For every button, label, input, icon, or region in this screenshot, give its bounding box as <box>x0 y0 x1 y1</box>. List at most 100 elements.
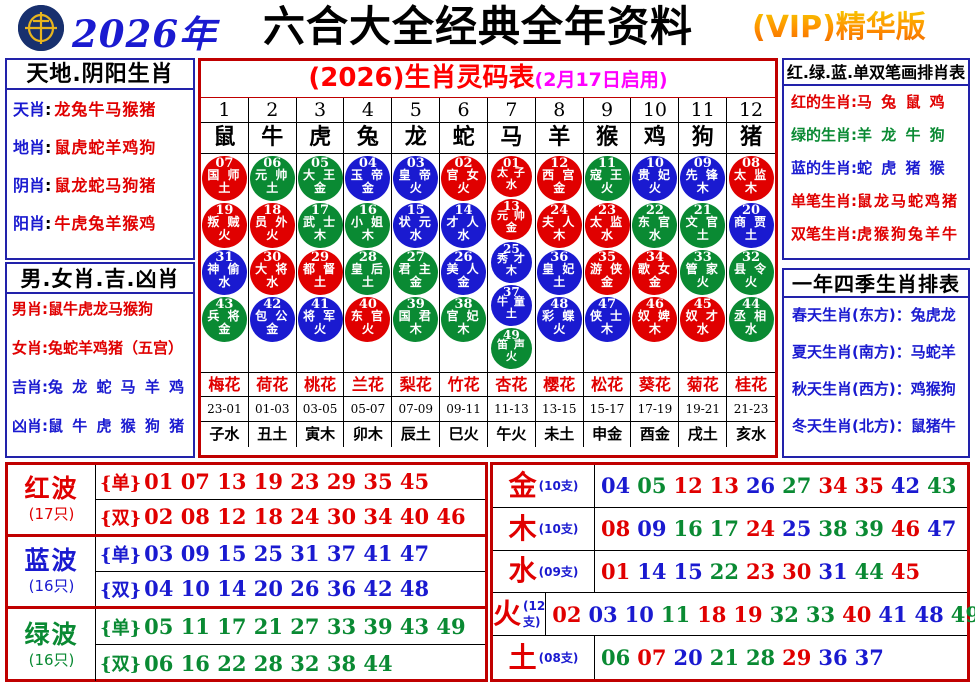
code-ball[interactable]: 09 先 锋木 <box>680 156 726 201</box>
ball-title: 牛 童 <box>496 295 526 308</box>
column-number-cell: 11 <box>679 98 728 123</box>
code-ball[interactable]: 21 文 官土 <box>680 203 726 248</box>
flower-cell: 松花 <box>583 373 632 397</box>
flower-cell: 竹花 <box>440 373 488 397</box>
code-ball[interactable]: 30 大 将水 <box>249 250 295 295</box>
element-number: 02 <box>552 601 582 627</box>
element-number: 28 <box>745 645 776 671</box>
wave-label: 蓝波 (16只) <box>8 537 96 606</box>
wave-row: {单} 01 07 13 19 23 29 35 45 <box>96 465 485 500</box>
code-ball[interactable]: 38 官 妃木 <box>441 297 487 342</box>
ball-title: 都 督 <box>302 262 338 276</box>
ball-column: 02 官 女火 14 才 人水 26 美 人金 38 官 妃木 <box>440 154 488 373</box>
code-ball[interactable]: 49 笛 声火 <box>490 328 532 369</box>
ball-element: 木 <box>648 322 661 336</box>
ball-title: 先 锋 <box>685 168 720 182</box>
list-item: 凶肖: 鼠 牛 虎 猴 狗 猪 <box>12 415 193 454</box>
flower-cell: 桂花 <box>727 373 775 397</box>
code-ball[interactable]: 08 太 监木 <box>728 156 774 201</box>
code-ball[interactable]: 01 太 子水 <box>490 156 532 197</box>
code-ball[interactable]: 12 西 宫金 <box>536 156 582 201</box>
code-ball[interactable]: 41 将 军火 <box>297 297 343 342</box>
ball-element: 金 <box>648 275 661 289</box>
code-ball[interactable]: 16 小 姐木 <box>345 203 391 248</box>
list-item: 蓝的生肖: 蛇 虎 猪 猴 <box>791 157 968 190</box>
code-ball[interactable]: 33 管 家火 <box>680 250 726 295</box>
ball-number: 02 <box>454 156 473 171</box>
ball-number: 34 <box>645 250 664 265</box>
element-number: 37 <box>854 645 884 671</box>
code-ball[interactable]: 39 国 君木 <box>393 297 439 342</box>
element-number: 34 <box>818 473 848 499</box>
code-ball[interactable]: 20 商 贾土 <box>728 203 774 248</box>
code-ball[interactable]: 14 才 人水 <box>441 203 487 248</box>
ball-element: 金 <box>457 275 470 289</box>
ball-title: 太 子 <box>496 166 526 179</box>
code-ball[interactable]: 44 丞 相水 <box>728 297 774 342</box>
code-ball[interactable]: 27 君 主金 <box>393 250 439 295</box>
row-value: 牛虎兔羊猴鸡 <box>54 214 157 233</box>
code-ball[interactable]: 42 包 公金 <box>249 297 295 342</box>
code-ball[interactable]: 22 东 官水 <box>632 203 678 248</box>
code-ball[interactable]: 47 侠 士木 <box>584 297 630 342</box>
code-ball[interactable]: 46 奴 婢木 <box>632 297 678 342</box>
code-ball[interactable]: 04 玉 帝金 <box>345 156 391 201</box>
ball-number: 29 <box>311 250 330 265</box>
code-ball[interactable]: 25 秀 才木 <box>490 242 532 283</box>
element-label: 水 (09支) <box>493 550 595 593</box>
ball-title: 太 监 <box>589 215 625 229</box>
code-ball[interactable]: 23 太 监水 <box>584 203 630 248</box>
code-ball[interactable]: 15 状 元水 <box>393 203 439 248</box>
ball-number: 07 <box>215 156 234 171</box>
ball-title: 西 宫 <box>542 168 577 182</box>
column-number-cell: 3 <box>296 98 345 123</box>
code-ball[interactable]: 05 大 王金 <box>297 156 343 201</box>
ball-number: 06 <box>263 156 282 171</box>
ball-element: 火 <box>218 228 231 242</box>
code-ball[interactable]: 26 美 人金 <box>441 250 487 295</box>
ball-column: 12 西 宫金 24 夫 人木 36 皇 妃土 48 彩 蝶火 <box>535 154 584 373</box>
time-range-cell: 05-07 <box>344 397 393 422</box>
code-ball[interactable]: 37 牛 童土 <box>490 285 532 326</box>
code-ball[interactable]: 43 兵 将金 <box>201 297 247 342</box>
element-row: 木 (10支) 08 09 16 17 24 25 38 39 46 47 <box>493 507 967 551</box>
code-ball[interactable]: 19 叛 贼火 <box>201 203 247 248</box>
list-item: 阳肖 : 牛虎兔羊猴鸡 <box>13 210 193 248</box>
branch-element-cell: 巳火 <box>440 422 488 447</box>
zodiac-name-cell: 蛇 <box>440 123 488 154</box>
element-number: 25 <box>782 516 812 542</box>
code-ball[interactable]: 11 寇 王火 <box>584 156 630 201</box>
branch-element-cell: 戌土 <box>679 422 728 447</box>
list-item: 单笔生肖: 鼠龙马蛇鸡猪 <box>791 190 968 223</box>
code-ball[interactable]: 17 武 士木 <box>297 203 343 248</box>
code-ball[interactable]: 29 都 督土 <box>297 250 343 295</box>
row-key: 阴肖 <box>13 176 46 195</box>
ball-element: 水 <box>505 178 517 191</box>
wave-color-table: 红波 (17只) {单} 01 07 13 19 23 29 35 45 {双} 02 0… <box>5 462 488 682</box>
code-ball[interactable]: 10 贵 妃火 <box>632 156 678 201</box>
ball-number: 47 <box>598 297 617 312</box>
row-key: 吉肖: <box>12 378 48 396</box>
four-seasons-panel: 一年四季生肖排表 春天生肖(东方)：兔虎龙 夏天生肖(南方)：马蛇羊 秋天生肖(西方… <box>782 268 970 458</box>
code-ball[interactable]: 34 歌 女金 <box>632 250 678 295</box>
code-ball[interactable]: 06 元 帅土 <box>249 156 295 201</box>
ball-number: 37 <box>503 285 520 299</box>
code-ball[interactable]: 02 官 女火 <box>441 156 487 201</box>
code-ball[interactable]: 24 夫 人木 <box>536 203 582 248</box>
code-ball[interactable]: 35 游 侠金 <box>584 250 630 295</box>
row-value: 马 兔 鼠 鸡 <box>857 93 947 111</box>
code-ball[interactable]: 13 元 帅金 <box>490 199 532 240</box>
ball-title: 君 主 <box>398 262 433 276</box>
code-ball[interactable]: 48 彩 蝶火 <box>536 297 582 342</box>
code-ball[interactable]: 18 员 外火 <box>249 203 295 248</box>
code-ball[interactable]: 31 神 偷水 <box>201 250 247 295</box>
ball-element: 土 <box>361 275 374 289</box>
code-ball[interactable]: 28 皇 后土 <box>345 250 391 295</box>
code-ball[interactable]: 45 奴 才水 <box>680 297 726 342</box>
code-ball[interactable]: 03 皇 帝火 <box>393 156 439 201</box>
code-ball[interactable]: 36 皇 妃土 <box>536 250 582 295</box>
code-ball[interactable]: 07 国 师土 <box>201 156 247 201</box>
code-ball[interactable]: 32 县 令火 <box>728 250 774 295</box>
code-ball[interactable]: 40 东 官火 <box>345 297 391 342</box>
branch-element-cell: 未土 <box>536 422 584 447</box>
